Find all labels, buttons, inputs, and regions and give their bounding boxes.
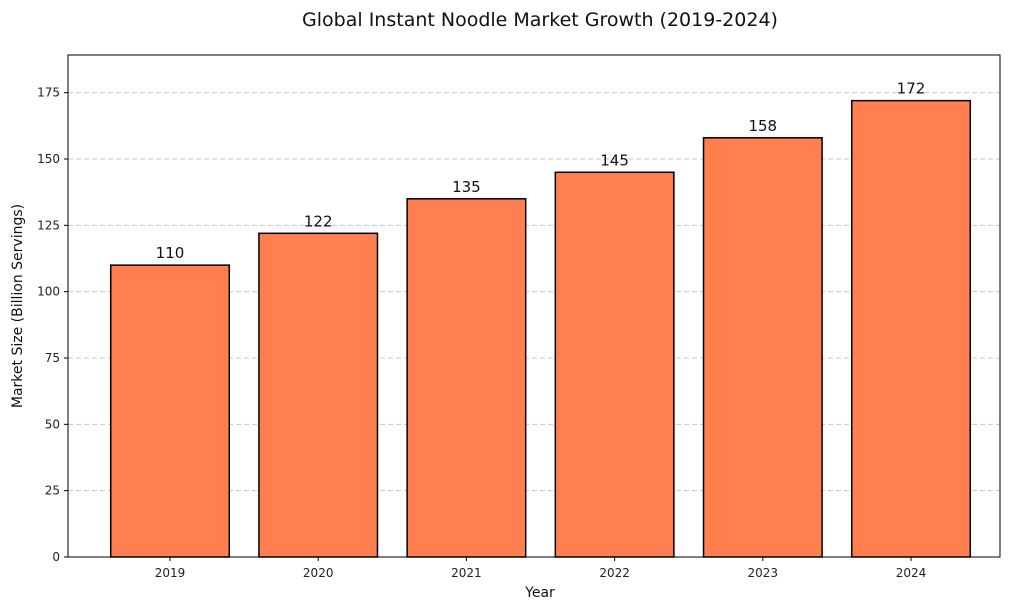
y-tick-label: 25: [45, 484, 60, 498]
y-tick-label: 100: [37, 285, 60, 299]
data-label: 158: [748, 117, 777, 135]
y-tick-label: 0: [52, 550, 60, 564]
bar-2022: [554, 171, 675, 558]
chart-title: Global Instant Noodle Market Growth (201…: [302, 9, 778, 31]
x-axis: 2019 2020 2021 2022 2023 2024: [155, 557, 927, 580]
x-tick-label: 2020: [303, 566, 334, 580]
y-axis-label: Market Size (Billion Servings): [10, 204, 26, 408]
data-label: 172: [897, 80, 926, 98]
y-tick-label: 175: [37, 86, 60, 100]
y-tick-label: 50: [45, 417, 60, 431]
y-tick-label: 150: [37, 152, 60, 166]
bar-2020: [258, 232, 379, 558]
bar-2019: [109, 264, 231, 558]
plot-frame: [67, 54, 1001, 558]
x-tick-label: 2019: [155, 566, 186, 580]
x-axis-label: Year: [524, 585, 555, 601]
data-label: 110: [156, 244, 185, 262]
bar-2021: [406, 198, 527, 558]
data-label: 145: [600, 151, 629, 169]
y-tick-label: 125: [37, 218, 60, 232]
y-axis: 0 25 50 75 100 125 150 175: [37, 86, 68, 564]
bars: 110 122 135 145 158 172: [109, 80, 972, 558]
x-tick-label: 2022: [599, 566, 630, 580]
data-label: 135: [452, 178, 481, 196]
data-label: 122: [304, 212, 333, 230]
bar-2023: [702, 137, 823, 558]
x-tick-label: 2021: [451, 566, 482, 580]
x-tick-label: 2023: [748, 566, 779, 580]
x-tick-label: 2024: [896, 566, 927, 580]
bar-2024: [850, 99, 972, 558]
y-tick-label: 75: [45, 351, 60, 365]
